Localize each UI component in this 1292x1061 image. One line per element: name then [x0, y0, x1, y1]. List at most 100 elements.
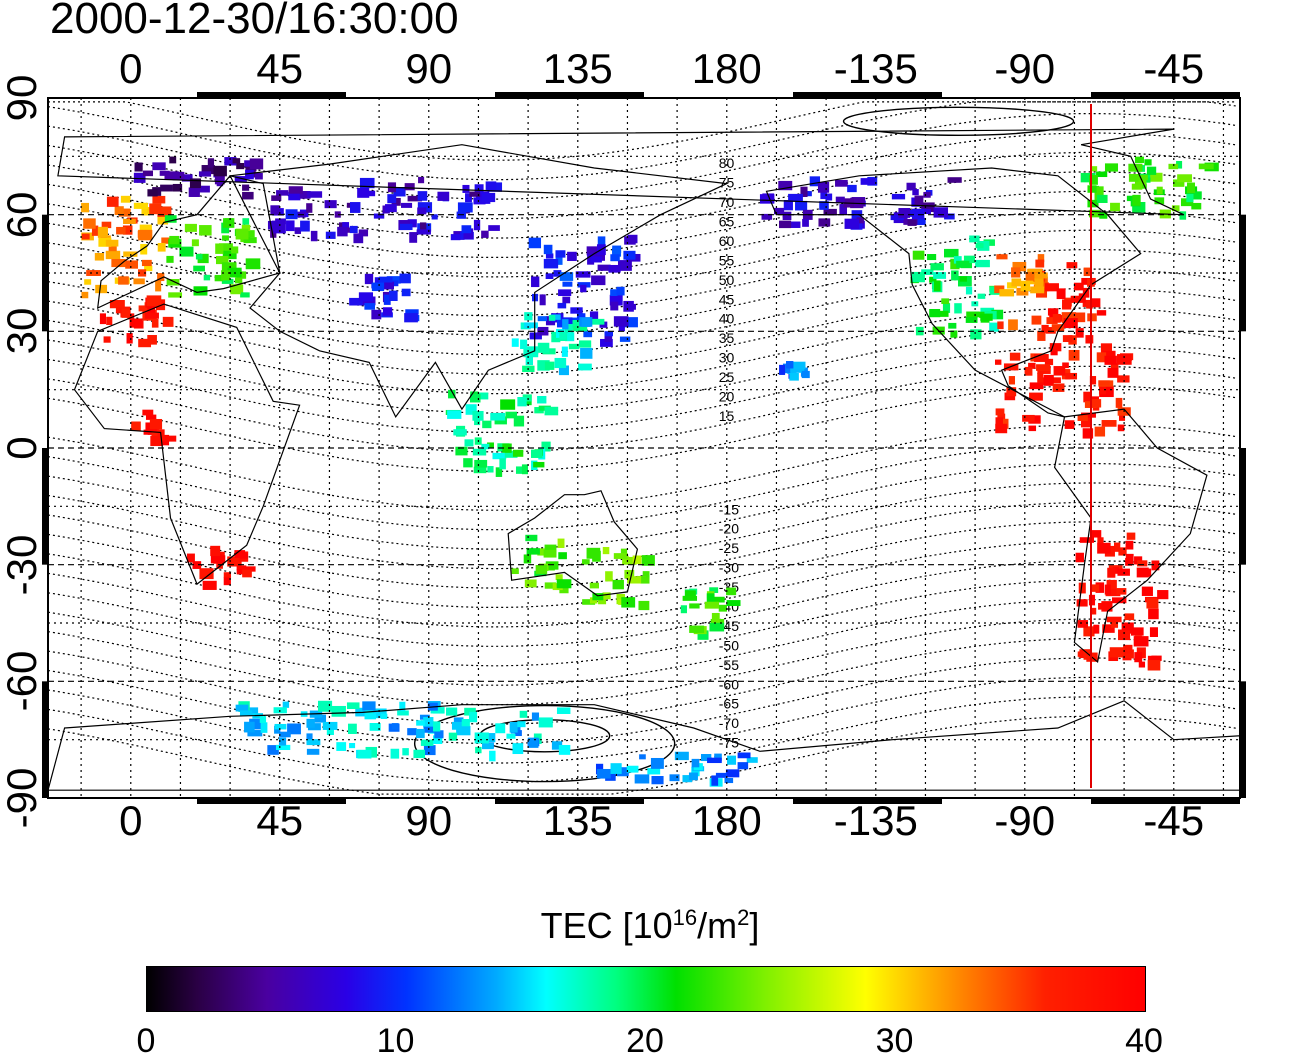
longitude-tick-label: 135: [542, 45, 613, 92]
tec-cell-east-asia: [590, 256, 602, 263]
tec-cell-australia-west: [557, 538, 565, 548]
tec-cell-south-america: [1105, 589, 1121, 597]
tec-cell-europe-west: [94, 253, 105, 261]
tec-cell-scandinavia: [244, 160, 256, 167]
tec-cell-antarctica: [448, 732, 458, 741]
longitude-tick-label: 45: [256, 45, 304, 92]
tec-cell-central-america: [1006, 387, 1017, 397]
tec-cell-new-zealand: [706, 593, 715, 603]
tec-cell-greenland: [1186, 182, 1196, 194]
colorbar-title-exponent: 16: [672, 905, 698, 930]
tec-cell-new-zealand: [689, 625, 705, 633]
tec-cell-central-america: [1098, 380, 1110, 386]
tec-cell-south-america: [1109, 647, 1125, 658]
tec-cell-russia: [417, 202, 433, 213]
tec-cell-north-america-east: [1100, 343, 1112, 354]
tec-cell-greenland: [1096, 171, 1108, 178]
tec-cell-hawaii: [791, 361, 806, 370]
tec-cell-europe-west: [111, 258, 126, 268]
tec-cell-central-america: [1029, 382, 1044, 390]
tec-cell-russia: [288, 186, 303, 194]
contour-label: 15: [719, 408, 735, 424]
tec-cell-antarctica-ross: [674, 751, 689, 761]
tec-cell-east-asia: [537, 316, 547, 322]
tec-cell-east-asia: [543, 244, 553, 255]
tec-cell-russia: [450, 234, 461, 241]
tec-cell-central-asia: [349, 297, 364, 306]
tec-cell-new-zealand: [689, 603, 700, 609]
contour-line: [47, 249, 1237, 336]
tec-cell-russia: [401, 202, 413, 208]
tec-cell-russia: [310, 230, 318, 242]
tec-cell-russia: [481, 230, 489, 238]
frame-bar-top: [197, 92, 346, 98]
tec-cell-north-america-east: [1074, 312, 1086, 323]
tec-cell-central-america: [1030, 415, 1041, 422]
tec-cell-russia: [271, 220, 285, 231]
tec-cell-south-america: [1112, 567, 1120, 574]
tec-cell-greenland: [1104, 163, 1119, 172]
tec-cell-antarctica: [279, 731, 291, 738]
tec-cell-central-asia: [388, 290, 398, 301]
tec-cell-antarctica: [274, 723, 287, 730]
tec-cell-europe-west: [138, 269, 147, 277]
tec-cell-iberia: [151, 318, 159, 328]
tec-cell-north-america-central: [1012, 261, 1027, 272]
tec-cell-russia: [463, 228, 474, 240]
tec-cell-southeast-asia: [474, 419, 481, 426]
tec-cell-central-america: [994, 359, 1002, 365]
tec-cell-europe-west: [125, 260, 139, 269]
tec-cell-central-america: [1065, 372, 1078, 380]
tec-cell-southeast-asia: [537, 395, 547, 404]
tec-cell-south-america: [1097, 537, 1104, 544]
contour-label: 60: [719, 233, 735, 249]
tec-cell-new-zealand: [682, 595, 698, 601]
tec-cell-russia: [473, 197, 486, 205]
longitude-tick-label: 0: [119, 797, 143, 844]
contour-label: -30: [719, 560, 739, 576]
tec-cell-europe-west: [105, 250, 121, 260]
tec-cell-russia: [387, 194, 397, 204]
tec-cell-south-america: [1149, 627, 1158, 637]
tec-cell-east-asia: [616, 286, 625, 296]
tec-cell-north-america-west: [927, 254, 937, 261]
tec-cell-europe-central: [243, 237, 257, 244]
tec-cell-new-zealand: [711, 612, 720, 623]
tec-cell-southeast-asia: [492, 452, 507, 460]
tec-cell-central-america: [1094, 426, 1106, 437]
tec-cell-iberia: [106, 316, 113, 326]
tec-cell-europe-west: [105, 239, 119, 247]
tec-cell-southeast-asia: [448, 389, 456, 399]
tec-cell-australia-west: [525, 534, 538, 542]
tec-cell-east-asia: [577, 282, 591, 288]
tec-cell-antarctica: [558, 744, 571, 755]
tec-cell-north-america-west: [959, 276, 967, 282]
contour-line: [47, 463, 1237, 550]
tec-cell-north-america-east: [1085, 335, 1094, 344]
tec-cell-alaska-canada: [795, 200, 808, 211]
tec-cell-europe-central: [222, 235, 229, 241]
tec-cell-central-america: [1083, 391, 1092, 403]
tec-cell-central-america: [1044, 358, 1054, 366]
tec-cell-scandinavia: [133, 172, 146, 183]
tec-cell-greenland: [1176, 160, 1183, 169]
tec-cell-north-america-east: [1082, 287, 1090, 298]
tec-cell-russia: [419, 222, 427, 232]
contour-label: 20: [719, 389, 735, 405]
tec-cell-central-america: [1004, 392, 1016, 401]
tec-cell-antarctica-ross: [691, 766, 700, 777]
tec-cell-alaska-canada: [847, 184, 857, 193]
tec-cell-antarctica: [373, 708, 387, 719]
tec-cell-scandinavia: [147, 189, 158, 197]
tec-cell-east-asia: [612, 247, 622, 257]
tec-cell-south-america: [1147, 660, 1161, 671]
tec-cell-new-zealand: [711, 596, 725, 603]
tec-cell-russia: [307, 191, 323, 198]
tec-cell-australia-west: [544, 544, 557, 553]
tec-cell-central-asia: [364, 303, 376, 310]
tec-cell-greenland: [1134, 176, 1147, 185]
frame-bar-right: [1240, 214, 1246, 332]
tec-cell-alaska-canada: [890, 214, 904, 221]
tec-cell-east-asia: [555, 250, 566, 258]
tec-cell-central-asia: [379, 281, 395, 290]
